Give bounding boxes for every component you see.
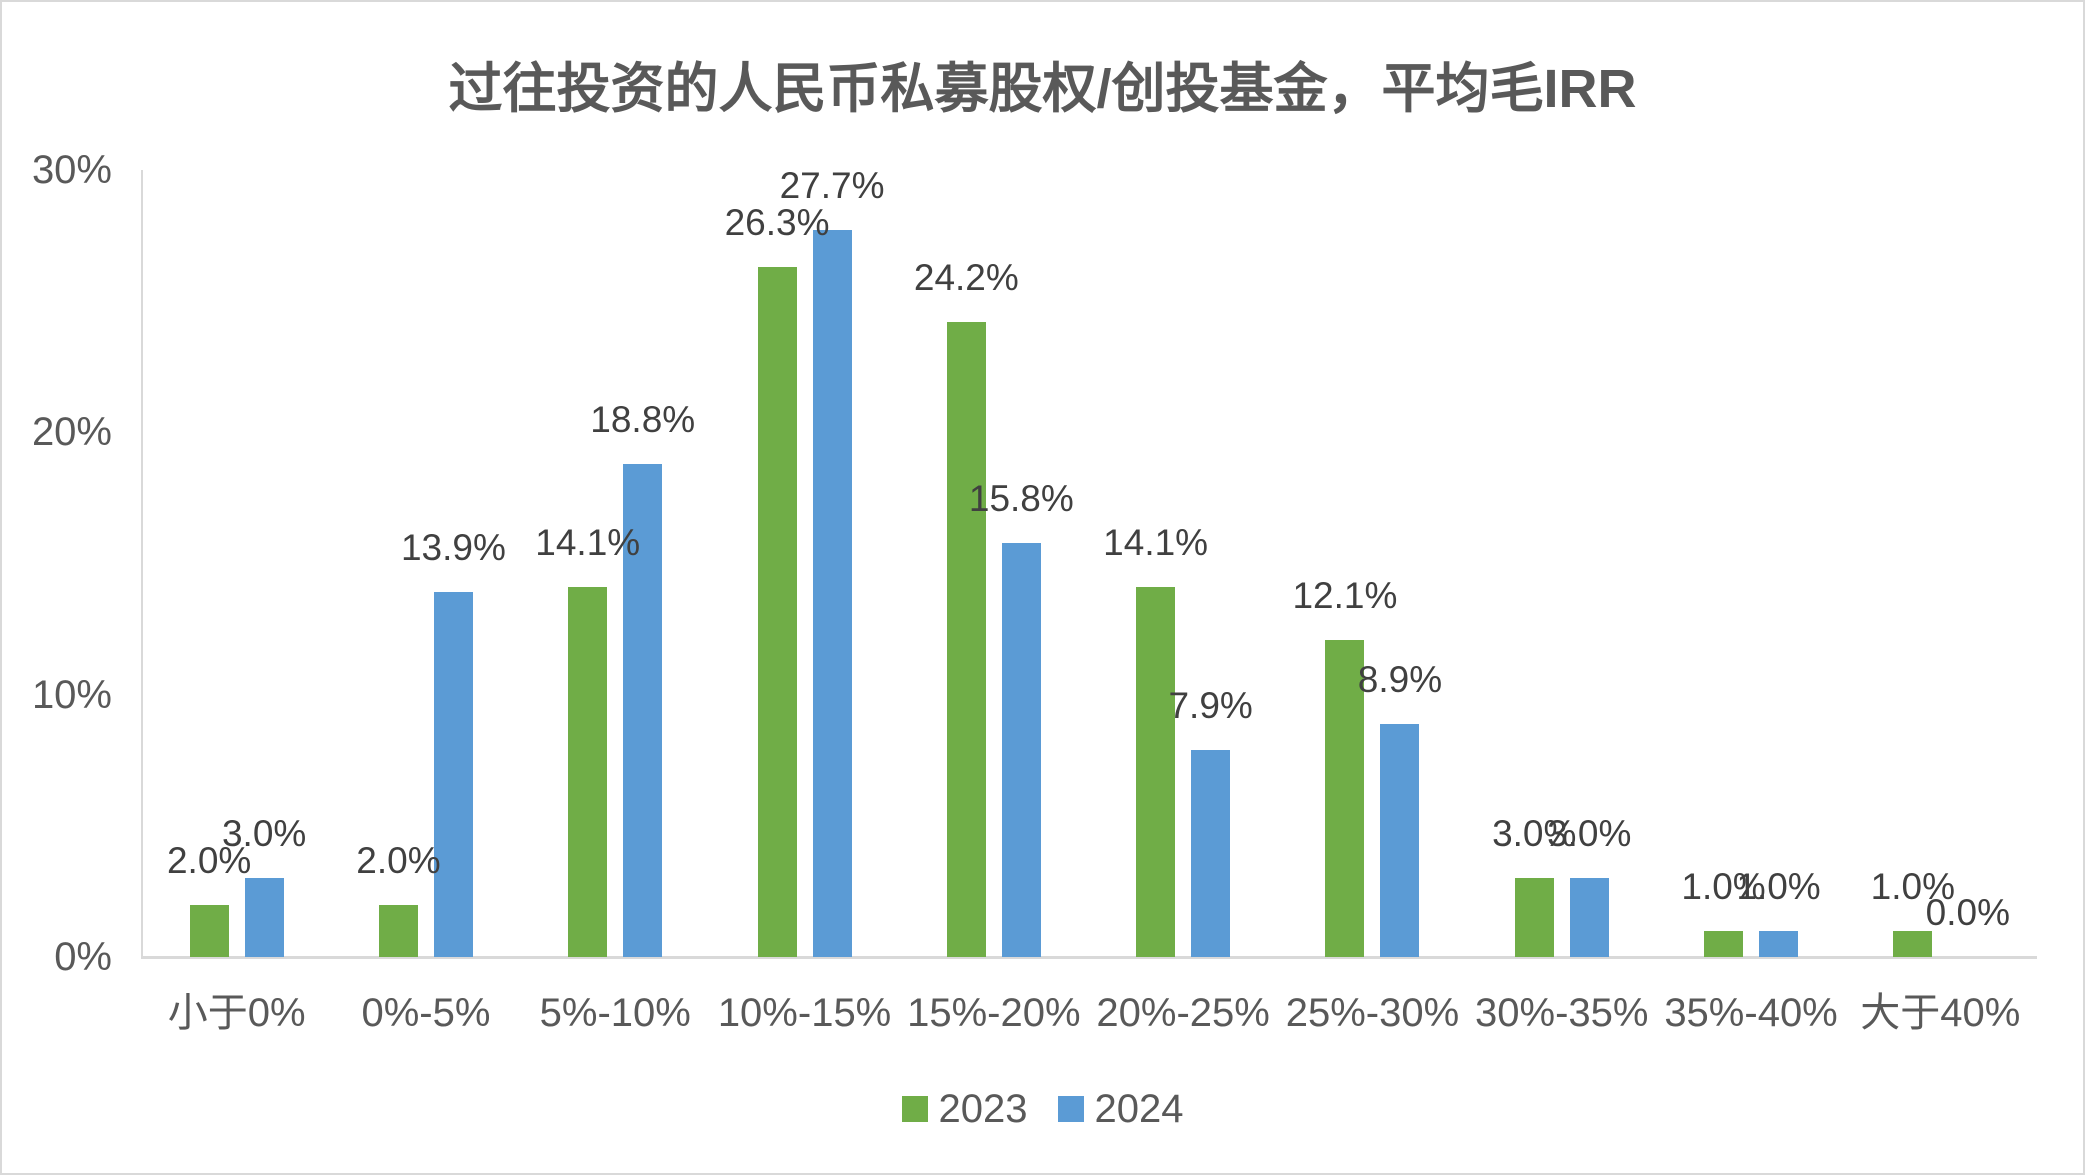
bar-2024-5%-10% <box>623 463 663 957</box>
y-axis-tick-label: 0% <box>54 935 112 979</box>
data-label-2023-35%-40%: 1.0% <box>1681 865 1766 907</box>
data-label-2023-25%-30%: 12.1% <box>1292 574 1398 616</box>
x-axis-label-0%-5%: 0%-5% <box>361 991 491 1035</box>
data-label-2024-0%-5%: 13.9% <box>400 527 506 569</box>
bar-2024-小于0% <box>244 878 284 957</box>
bar-2023-30%-35% <box>1514 878 1554 957</box>
data-label-2023-0%-5%: 2.0% <box>356 839 441 881</box>
chart-title: 过往投资的人民币私募股权/创投基金，平均毛IRR <box>448 59 1637 119</box>
legend-label-2024: 2024 <box>1094 1087 1184 1131</box>
bar-2024-0%-5% <box>433 592 473 957</box>
legend-item-2024: 2024 <box>1057 1087 1184 1131</box>
bar-2023-小于0% <box>189 904 229 957</box>
bar-2024-10%-15% <box>812 230 852 957</box>
legend-item-2023: 2023 <box>901 1087 1028 1131</box>
x-axis-label-25%-30%: 25%-30% <box>1285 991 1460 1035</box>
data-label-2024-35%-40%: 1.0% <box>1736 865 1821 907</box>
data-label-2023-小于0%: 2.0% <box>166 839 252 881</box>
bar-2023-10%-15% <box>757 267 797 957</box>
bar-2024-30%-35% <box>1569 878 1609 957</box>
bar-2023-25%-30% <box>1325 639 1365 957</box>
legend: 2023 2024 <box>2 1084 2083 1134</box>
data-label-2023-15%-20%: 24.2% <box>913 257 1019 299</box>
bar-2024-35%-40% <box>1759 930 1799 957</box>
data-label-2024-10%-15%: 27.7% <box>779 165 885 207</box>
data-label-2024-20%-25%: 7.9% <box>1168 684 1253 726</box>
data-label-2024-15%-20%: 15.8% <box>968 477 1074 519</box>
bar-2023-5%-10% <box>568 587 608 957</box>
x-axis-label-大于40%: 大于40% <box>1860 991 2021 1035</box>
data-label-2023-10%-15%: 26.3% <box>724 202 830 244</box>
bar-2023-15%-20% <box>946 322 986 957</box>
bar-2024-15%-20% <box>1001 542 1041 957</box>
legend-swatch-2023-icon <box>901 1096 928 1122</box>
data-label-2023-大于40%: 1.0% <box>1870 865 1956 907</box>
x-axis-label-15%-20%: 15%-20% <box>907 991 1081 1035</box>
x-axis-label-30%-35%: 30%-35% <box>1475 991 1649 1035</box>
data-label-2023-30%-35%: 3.0% <box>1492 813 1577 855</box>
x-axis-label-小于0%: 小于0% <box>167 991 306 1035</box>
x-axis-label-20%-25%: 20%-25% <box>1096 991 1270 1035</box>
data-label-2024-5%-10%: 18.8% <box>590 398 696 440</box>
data-label-2024-大于40%: 0.0% <box>1925 892 2011 933</box>
data-label-2024-小于0%: 3.0% <box>221 813 307 855</box>
y-axis-tick-label: 30% <box>31 148 112 192</box>
x-axis-line <box>141 956 2037 959</box>
bar-2023-大于40% <box>1893 930 1933 957</box>
data-label-2023-20%-25%: 14.1% <box>1103 522 1209 564</box>
bar-2023-35%-40% <box>1704 930 1744 957</box>
x-axis-label-10%-15%: 10%-15% <box>717 991 892 1035</box>
legend-label-2023: 2023 <box>938 1087 1028 1131</box>
legend-swatch-2024-icon <box>1057 1096 1084 1122</box>
bar-2023-20%-25% <box>1136 587 1176 957</box>
x-axis-label-35%-40%: 35%-40% <box>1664 991 1838 1035</box>
data-label-2023-5%-10%: 14.1% <box>535 522 641 564</box>
y-axis-line <box>141 170 143 959</box>
data-label-2024-25%-30%: 8.9% <box>1357 658 1443 700</box>
data-label-2024-30%-35%: 3.0% <box>1547 813 1632 855</box>
y-axis-tick-label: 10% <box>31 672 112 717</box>
bar-2023-0%-5% <box>378 904 418 957</box>
bar-2024-25%-30% <box>1380 723 1420 957</box>
x-axis-label-5%-10%: 5%-10% <box>539 991 691 1035</box>
bar-2024-20%-25% <box>1191 749 1231 957</box>
y-axis-tick-label: 20% <box>31 410 112 455</box>
